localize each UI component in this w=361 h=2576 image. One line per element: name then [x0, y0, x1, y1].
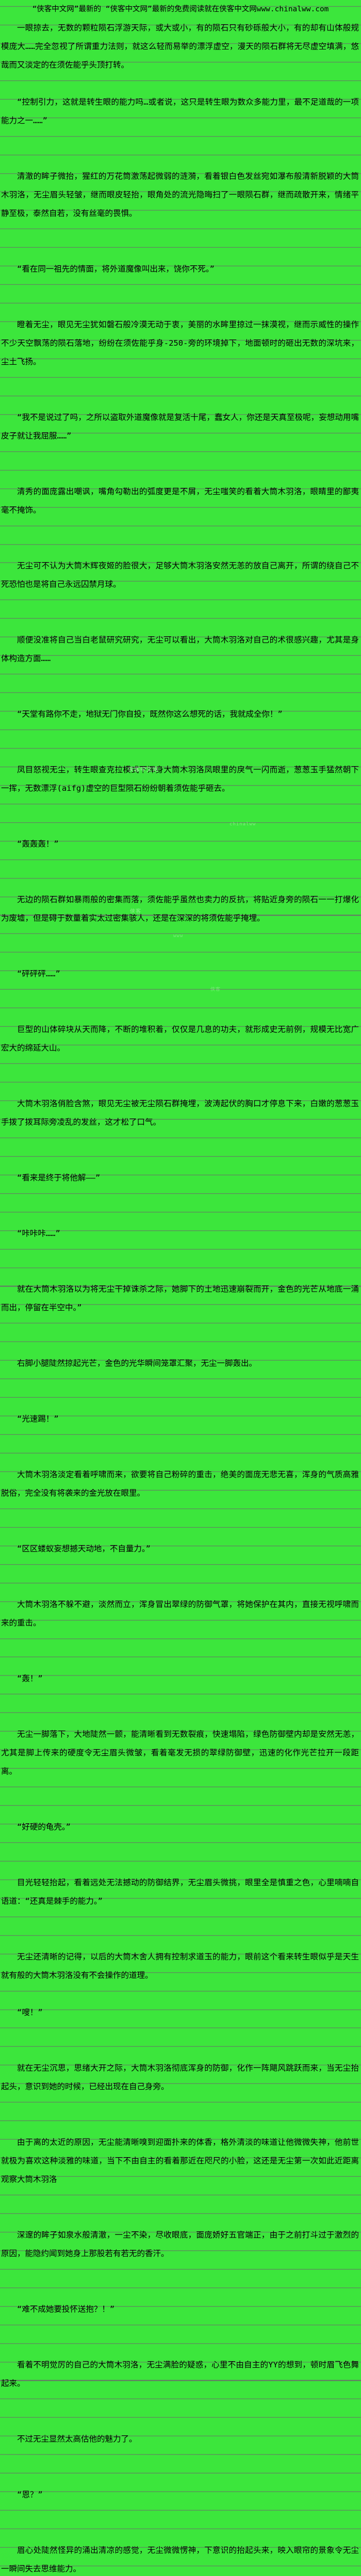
paragraph: “嗖！”	[17, 2008, 43, 2017]
paragraph-spacer	[0, 2189, 361, 2226]
paragraph: 深邃的眸子如泉水般清澈，一尘不染，尽收眼底，面庞娇好五官端正，由于之前打斗过于激…	[1, 2230, 359, 2258]
paragraph-spacer	[0, 1131, 361, 1168]
paragraph: 大筒木羽洛俏脸含煞，眼见无尘被无尘陨石群掩埋，波涛起伏的胸口才停息下来，白嫩的葱…	[1, 1099, 359, 1127]
paragraph-spacer	[0, 519, 361, 556]
paragraph-spacer	[0, 2096, 361, 2133]
paragraph-spacer	[0, 1502, 361, 1539]
paragraph: “轰轰轰！”	[17, 839, 59, 849]
paragraph: “咔咔咔……”	[17, 1229, 60, 1238]
paragraph-spacer	[0, 2504, 361, 2541]
paragraph-spacer	[0, 2318, 361, 2355]
paragraph: “区区蝼蚁妄想撼天动地，不自量力。”	[17, 1544, 151, 1553]
paragraph: 目光轻轻抬起，看着远处无法撼动的防御结界，无尘眉头微挑，眼里全是慎重之色，心里喃…	[1, 1878, 359, 1906]
paragraph-spacer	[0, 1985, 361, 2003]
paragraph-spacer	[0, 668, 361, 705]
paragraph: 无边的陨石群如暴雨般的密集而落，须佐能乎虽然也卖力的反抗，将贴近身旁的陨石一一打…	[1, 895, 359, 923]
paragraph: “看在同一祖先的情面，将外道魔像叫出来，饶你不死。”	[17, 264, 215, 274]
paragraph: 大筒木羽洛不躲不避，淡然而立，浑身冒出翠绿的防御气罩，将她保护在其内，直接无视呼…	[1, 1600, 359, 1628]
paragraph-spacer	[0, 371, 361, 408]
paragraph-spacer	[0, 983, 361, 1020]
paragraph-spacer	[0, 2393, 361, 2430]
paragraph-spacer	[0, 278, 361, 315]
paragraph-spacer	[0, 594, 361, 631]
paragraph-spacer	[0, 1688, 361, 1725]
paragraph-spacer	[0, 1781, 361, 1818]
paragraph: “光速踢！”	[17, 1414, 59, 1423]
paragraph: 瞪着无尘，眼见无尘犹如磐石般冷漠无动于衷，美丽的水眸里掠过一抹漠视，继而示威性的…	[1, 320, 359, 366]
paragraph: 就在大筒木羽洛以为将无尘干掉诛杀之际，她脚下的土地迅速崩裂而开，金色的光芒从地底…	[1, 1284, 359, 1312]
paragraph: “好硬的龟壳。”	[17, 1822, 71, 1832]
paragraph: 巨型的山体碎块从天而降，不断的堆积着，仅仅是几息的功夫，就形成史无前例，规模无比…	[1, 1025, 359, 1053]
paragraph: “难不成她要投怀送抱？！”	[17, 2304, 115, 2314]
paragraph: 无尘还清晰的记得，以后的大筒木舍人拥有控制求道玉的能力，眼前这个看来转生眼似乎是…	[1, 1952, 359, 1980]
paragraph-spacer	[0, 2448, 361, 2485]
paragraph-spacer	[0, 798, 361, 835]
paragraph: “轰！”	[17, 1674, 43, 1683]
paragraph: 右脚小腿陡然掠起光芒，金色的光华瞬间笼罩汇聚，无尘一脚轰出。	[17, 1359, 257, 1368]
paragraph: 眉心处陡然怪异的涌出清凉的感觉，无尘微微愣神，下意识的抬起头来，映入眼帘的景象令…	[1, 2546, 359, 2573]
paragraph-spacer	[0, 1836, 361, 1873]
paragraph: “天堂有路你不走，地狱无门你自投，既然你这么想死的话，我就成全你！”	[17, 709, 283, 719]
paragraph: “看来是终于将他解——”	[17, 1173, 101, 1182]
paragraph-spacer	[0, 1372, 361, 1410]
paragraph-spacer	[0, 1428, 361, 1465]
paragraph: 由于离的太近的原因，无尘能清晰嗅到迎面扑来的体香，格外清淡的味道让他微微失神，他…	[1, 2138, 359, 2184]
paragraph-spacer	[0, 1558, 361, 1595]
paragraph-spacer	[0, 1187, 361, 1224]
paragraph-spacer	[0, 130, 361, 167]
paragraph-spacer	[0, 1317, 361, 1354]
paragraph-spacer	[0, 445, 361, 482]
paragraph: 就在无尘沉思，思绪大开之际，大筒木羽洛彻底浑身的防御，化作一阵飓风跳跃而来，当无…	[1, 2063, 359, 2091]
paragraph: 大筒木羽洛淡定看着呼啸而来，欲要将自己粉碎的重击，绝美的面庞无悲无喜，浑身的气质…	[1, 1470, 359, 1498]
paragraph-spacer	[0, 1243, 361, 1280]
paragraph: “控制引力，这就是转生眼的能力吗…或者说，这只是转生眼为数众多能力里，最不足道哉…	[1, 97, 359, 125]
paragraph-spacer	[0, 2263, 361, 2300]
paragraph: 一眼掠去，无数的颗粒陨石浮游天际，或大或小，有的陨石只有砂砾般大小，有的却有山体…	[1, 23, 359, 70]
paragraph: 凤目怒视无尘，转生眼查克拉模式下浑身大筒木羽洛凤眼里的戾气一闪而逝，葱葱玉手猛然…	[1, 765, 359, 793]
paragraph-spacer	[0, 1910, 361, 1947]
paragraph-spacer	[0, 1057, 361, 1094]
paragraph-spacer	[0, 1632, 361, 1669]
paragraph-spacer	[0, 927, 361, 964]
paragraph: “砰砰砰……”	[17, 969, 60, 978]
paragraph-spacer	[0, 853, 361, 890]
paragraph: 顺便没准将自己当白老鼠研究研究，无尘可以看出，大筒木羽洛对自己的术很感兴趣，尤其…	[1, 635, 359, 663]
paragraph: 不过无尘显然太高估他的魅力了。	[17, 2434, 137, 2444]
paragraph-spacer	[0, 223, 361, 260]
paragraph-spacer	[0, 74, 361, 93]
paragraph: 看着不明觉厉的自己的大筒木羽洛，无尘满脸的疑惑，心里不由自主的YY的想到，顿时眉…	[1, 2360, 359, 2388]
paragraph-spacer	[0, 2022, 361, 2059]
paragraph-spacer	[0, 723, 361, 760]
paragraph: 清秀的面庞露出嘲讽，嘴角勾勒出的弧度更是不屑，无尘嗤笑的看着大筒木羽洛，眼睛里的…	[1, 487, 359, 515]
site-header-banner: “侠客中文网”最新的 “侠客中文网”最新的免费阅读就在侠客中文网www.chin…	[32, 5, 329, 13]
paragraph: “我不是说过了吗，之所以盗取外道魔像就是复活十尾，蠢女人，你还是天真至极呢，妄想…	[1, 413, 359, 440]
paragraph: 清澈的眸子微抬，猩红的万花筒激荡起微弱的涟漪，看着银白色发丝宛如瀑布般清新脱颖的…	[1, 172, 359, 218]
paragraph: 无尘一脚落下，大地陡然一颤，能清晰看到无数裂痕，快速塌陷，绿色防御壁内却是安然无…	[1, 1730, 359, 1776]
paragraph: “恩？”	[17, 2490, 43, 2499]
paragraph: 无尘可不认为大筒木辉夜姬的脸很大，足够大筒木羽洛安然无恙的放自己离开，所谓的绕自…	[1, 561, 359, 589]
